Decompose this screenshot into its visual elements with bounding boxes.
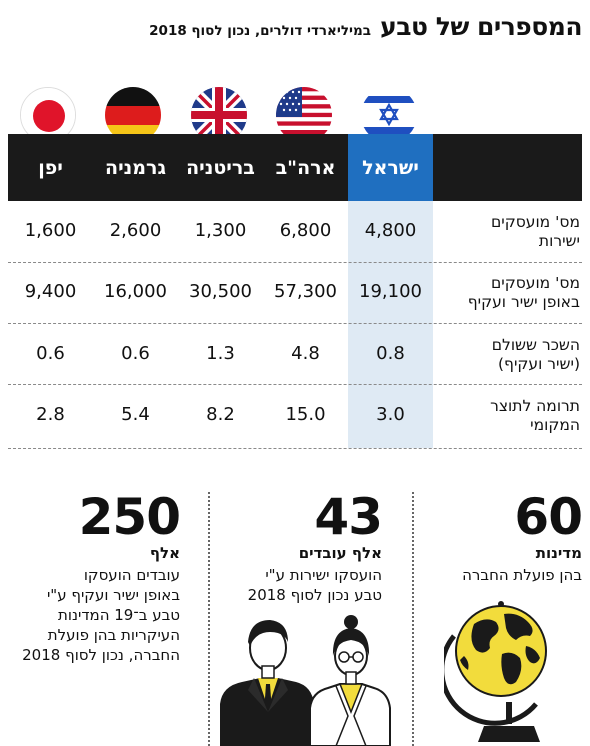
row-label: השכר ששולם (ישיר ועקיף) [491,336,580,373]
table-cell: 2,600 [109,220,162,241]
israel-column-highlight [348,201,433,448]
section-divider [208,492,210,746]
table-cell: 1,600 [24,220,77,241]
row-label: תרומה לתוצר המקומי [490,397,580,434]
table-cell: 4.8 [291,343,320,364]
table-cell: 8.2 [206,404,235,425]
uk-flag-icon [191,87,247,143]
column-header-israel: ישראל [362,156,419,179]
table-cell: 5.4 [121,404,150,425]
row-label: מס' מועסקים ישירות [490,213,580,250]
table-cell: 19,100 [359,281,422,302]
page-title: המספרים של טבע במיליארדי דולרים, נכון לס… [149,12,582,41]
title-main: המספרים של טבע [380,12,582,41]
table-cell: 3.0 [376,404,405,425]
table-cell: 0.6 [121,343,150,364]
stat-total-desc: עובדים הועסקו באופן ישיר ועקיף ע"י טבע ב… [22,566,180,664]
stat-countries-desc: בהן פועלת החברה [462,566,582,584]
row-divider [8,323,582,324]
israel-header-highlight [348,134,433,201]
stat-countries-unit: מדינות [535,544,582,562]
table-cell: 0.6 [36,343,65,364]
stat-employees-number: 43 [314,488,383,546]
column-header-japan: יפן [38,156,63,179]
row-label: מס' מועסקים באופן ישיר ועקיף [467,274,580,311]
table-header-bar [8,134,582,201]
israel-flag-icon [361,87,417,143]
table-cell: 2.8 [36,404,65,425]
japan-flag-icon [20,87,76,143]
title-subtitle: במיליארדי דולרים, נכון לסוף 2018 [149,23,372,39]
column-header-usa: ארה"ב [275,156,336,179]
table-cell: 57,300 [274,281,337,302]
table-cell: 15.0 [285,404,326,425]
column-header-uk: בריטניה [186,156,255,179]
section-divider [412,492,414,746]
table-cell: 0.8 [376,343,405,364]
stat-employees-desc: הועסקו ישירות ע"י טבע נכון לסוף 2018 [247,566,382,604]
table-cell: 1,300 [194,220,247,241]
stat-total-number: 250 [78,488,181,546]
globe-icon [444,601,547,742]
employees-illustration [220,615,391,746]
stat-employees-unit: אלף עובדים [298,544,382,562]
table-cell: 1.3 [206,343,235,364]
table-cell: 30,500 [189,281,252,302]
column-header-germany: גרמניה [105,156,166,179]
table-cell: 16,000 [104,281,167,302]
table-cell: 4,800 [364,220,417,241]
row-divider [8,448,582,449]
stat-countries-number: 60 [514,488,583,546]
table-cell: 6,800 [279,220,332,241]
table-cell: 9,400 [24,281,77,302]
row-divider [8,262,582,263]
row-divider [8,384,582,385]
stat-total-unit: אלף [149,544,180,562]
